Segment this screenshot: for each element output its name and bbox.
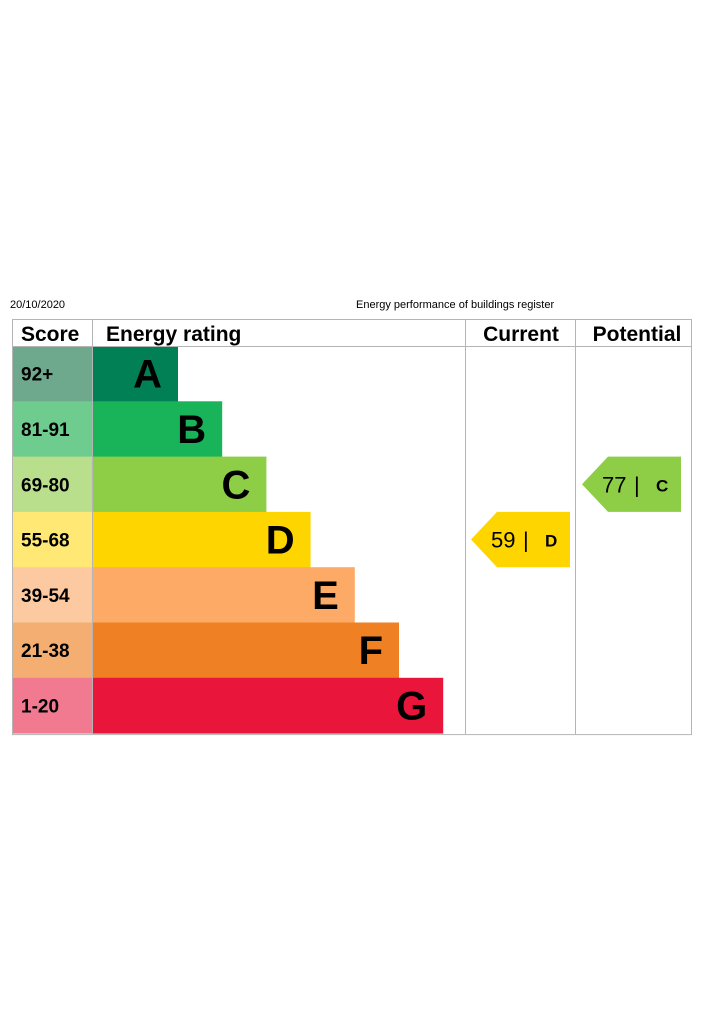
potential-rating-separator: | bbox=[634, 472, 640, 497]
rating-bar-a bbox=[92, 346, 178, 402]
score-cell-f bbox=[12, 622, 92, 679]
rating-bar-g bbox=[92, 677, 444, 734]
current-rating-arrow bbox=[471, 511, 570, 568]
rating-bar-f bbox=[92, 622, 399, 679]
rating-bar-c bbox=[92, 456, 267, 513]
potential-rating-arrow bbox=[582, 456, 681, 512]
rating-bar-e bbox=[92, 567, 355, 623]
score-label-f: 21-38 bbox=[21, 641, 70, 662]
grid-layer bbox=[12, 319, 692, 736]
energy-rating-column-header: Energy rating bbox=[106, 323, 241, 346]
score-cell-b bbox=[12, 401, 92, 458]
rating-letter-g: G bbox=[396, 684, 427, 728]
rating-letter-a: A bbox=[133, 353, 162, 397]
score-column-header: Score bbox=[21, 323, 79, 346]
rating-bar-d bbox=[92, 511, 311, 568]
band-layer: 92+ A 81-91 B 69-80 C 55-68 D 39-54 E 21-38 F 1-20 G bbox=[12, 346, 444, 734]
current-rating-separator: | bbox=[523, 528, 529, 553]
score-label-b: 81-91 bbox=[21, 420, 70, 441]
rating-letter-f: F bbox=[359, 629, 383, 673]
score-label-e: 39-54 bbox=[21, 586, 70, 607]
current-column-header: Current bbox=[483, 323, 559, 346]
rating-letter-b: B bbox=[177, 408, 206, 452]
score-cell-e bbox=[12, 567, 92, 623]
indicator-layer: 59 | D 77 | C bbox=[471, 456, 681, 568]
potential-rating-letter: C bbox=[656, 476, 668, 495]
rating-letter-d: D bbox=[266, 519, 295, 563]
score-cell-a bbox=[12, 346, 92, 402]
certificate-date: 20/10/2020 bbox=[10, 299, 66, 311]
score-label-a: 92+ bbox=[21, 365, 53, 386]
score-label-g: 1-20 bbox=[21, 696, 59, 717]
chart-border bbox=[12, 319, 692, 736]
score-label-c: 69-80 bbox=[21, 475, 70, 496]
score-cell-g bbox=[12, 677, 92, 734]
current-rating-letter: D bbox=[545, 532, 557, 551]
score-cell-d bbox=[12, 511, 92, 568]
rating-bar-b bbox=[92, 401, 223, 458]
score-cell-c bbox=[12, 456, 92, 513]
score-label-d: 55-68 bbox=[21, 531, 70, 552]
potential-rating-value: 77 bbox=[602, 472, 626, 497]
potential-column-header: Potential bbox=[593, 323, 682, 346]
rating-letter-e: E bbox=[312, 574, 339, 618]
rating-letter-c: C bbox=[222, 463, 251, 507]
current-rating-value: 59 bbox=[491, 528, 515, 553]
register-title: Energy performance of buildings register bbox=[356, 299, 555, 311]
